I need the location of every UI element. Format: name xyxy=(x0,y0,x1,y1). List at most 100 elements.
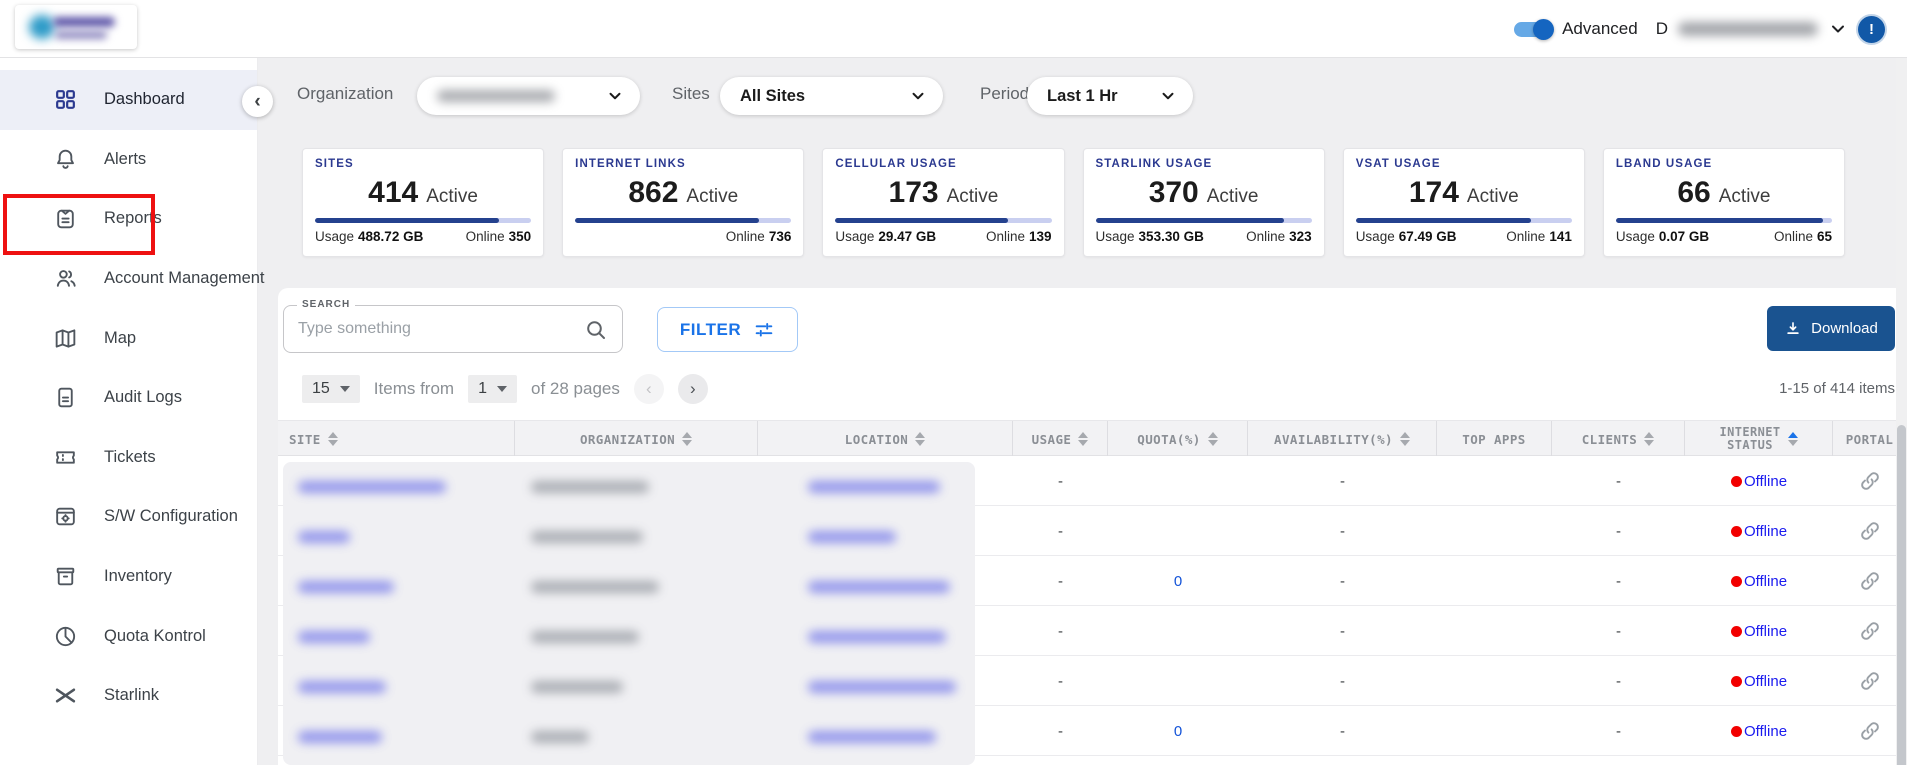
site-link-redacted[interactable] xyxy=(298,631,370,643)
window-gear-icon xyxy=(56,508,75,526)
portal-link[interactable] xyxy=(1833,706,1907,756)
location-link-redacted[interactable] xyxy=(808,531,896,543)
portal-link[interactable] xyxy=(1833,506,1907,556)
cell-status: Offline xyxy=(1685,706,1833,756)
sidebar-item-dashboard[interactable]: Dashboard xyxy=(0,70,257,130)
notification-badge-icon[interactable]: ! xyxy=(1858,15,1885,43)
column-header-status[interactable]: INTERNET STATUS xyxy=(1685,421,1833,457)
column-header-site[interactable]: SITE xyxy=(278,421,515,457)
location-link-redacted[interactable] xyxy=(808,481,940,493)
card-online: Online 139 xyxy=(986,229,1052,244)
sidebar-item-inventory[interactable]: Inventory xyxy=(0,547,257,607)
cell-usage: - xyxy=(1058,672,1063,690)
sidebar-item-label: S/W Configuration xyxy=(104,507,238,526)
search-field-label: SEARCH xyxy=(297,299,356,310)
card-title: VSAT USAGE xyxy=(1355,158,1441,170)
location-link-redacted[interactable] xyxy=(808,681,956,693)
portal-link[interactable] xyxy=(1833,556,1907,606)
company-logo[interactable] xyxy=(15,5,137,49)
next-page-button[interactable]: › xyxy=(677,374,708,404)
column-header-usage[interactable]: USAGE xyxy=(1013,421,1108,457)
card-online-label: Online xyxy=(1773,229,1813,244)
column-header-clients[interactable]: CLIENTS xyxy=(1552,421,1685,457)
status-label[interactable]: Offline xyxy=(1743,672,1788,690)
cell-quota[interactable]: 0 xyxy=(1173,572,1183,590)
location-link-redacted[interactable] xyxy=(808,731,936,743)
organization-text-redacted xyxy=(531,531,643,543)
cell-clients: - xyxy=(1616,572,1621,590)
users-icon xyxy=(56,270,76,287)
column-header-availability[interactable]: AVAILABILITY(%) xyxy=(1248,421,1437,457)
advanced-toggle[interactable] xyxy=(1514,18,1555,40)
cell-portal xyxy=(1833,456,1907,506)
chevron-down-icon[interactable] xyxy=(1828,19,1848,39)
sort-arrows-icon[interactable] xyxy=(1399,432,1410,446)
organization-text-redacted xyxy=(531,631,639,643)
page-select[interactable]: 1 xyxy=(468,375,517,403)
filter-button[interactable]: FILTER xyxy=(657,307,798,352)
sidebar-item-s-w-configuration[interactable]: S/W Configuration xyxy=(0,487,257,547)
portal-link-icon xyxy=(1861,472,1879,490)
status-label[interactable]: Offline xyxy=(1743,572,1788,590)
cell-portal xyxy=(1833,706,1907,756)
scrollbar-thumb[interactable] xyxy=(1897,425,1906,765)
sort-arrows-icon[interactable] xyxy=(327,432,338,446)
portal-link[interactable] xyxy=(1833,656,1907,706)
cell-usage: - xyxy=(1058,522,1063,540)
sites-dropdown[interactable]: All Sites xyxy=(720,77,943,115)
sidebar-item-account-management[interactable]: Account Management xyxy=(0,249,265,309)
page-size-select[interactable]: 15 xyxy=(302,375,360,403)
stat-card-cellular-usage: CELLULAR USAGE 173 Active Usage 29.47 GB Onli… xyxy=(822,148,1065,257)
sidebar-item-label: Tickets xyxy=(104,447,156,466)
sidebar-item-alerts[interactable]: Alerts xyxy=(0,130,257,190)
status-label[interactable]: Offline xyxy=(1743,722,1788,740)
portal-link[interactable] xyxy=(1833,606,1907,656)
portal-link[interactable] xyxy=(1833,456,1907,506)
site-link-redacted[interactable] xyxy=(298,581,394,593)
period-dropdown[interactable]: Last 1 Hr xyxy=(1027,77,1193,115)
previous-page-button[interactable]: ‹ xyxy=(633,374,664,404)
sort-arrows-icon[interactable] xyxy=(915,432,926,446)
card-title: INTERNET LINKS xyxy=(575,158,686,170)
status-label[interactable]: Offline xyxy=(1743,522,1788,540)
sort-arrows-icon[interactable] xyxy=(1078,432,1089,446)
sidebar-collapse-button[interactable]: ‹ xyxy=(242,86,273,117)
location-link-redacted[interactable] xyxy=(808,631,946,643)
stat-card-sites: SITES 414 Active Usage 488.72 GB Online 350 xyxy=(302,148,545,257)
download-icon xyxy=(1787,321,1799,334)
column-header-quota[interactable]: QUOTA(%) xyxy=(1108,421,1248,457)
location-link-redacted[interactable] xyxy=(808,581,950,593)
cell-quota[interactable]: 0 xyxy=(1173,722,1183,740)
organization-dropdown[interactable] xyxy=(417,77,640,115)
sort-arrows-icon[interactable] xyxy=(682,432,693,446)
sort-arrows-icon[interactable] xyxy=(1644,432,1655,446)
sidebar-item-audit-logs[interactable]: Audit Logs xyxy=(0,368,257,428)
column-header-location[interactable]: LOCATION xyxy=(758,421,1013,457)
column-header-organization[interactable]: ORGANIZATION xyxy=(515,421,758,457)
download-button-label: Download xyxy=(1811,320,1878,337)
scrollbar[interactable] xyxy=(1896,58,1907,765)
column-label: QUOTA(%) xyxy=(1137,431,1201,447)
sidebar-item-quota-kontrol[interactable]: Quota Kontrol xyxy=(0,606,257,666)
download-button[interactable]: Download xyxy=(1767,306,1895,351)
site-link-redacted[interactable] xyxy=(298,531,350,543)
status-label[interactable]: Offline xyxy=(1743,472,1788,490)
site-link-redacted[interactable] xyxy=(298,731,382,743)
sort-arrows-icon[interactable] xyxy=(1207,432,1218,446)
sidebar-item-tickets[interactable]: Tickets xyxy=(0,428,257,488)
sidebar-item-map[interactable]: Map xyxy=(0,308,257,368)
card-progress-bar xyxy=(1095,218,1312,223)
sort-arrows-icon[interactable] xyxy=(1787,432,1798,446)
search-icon[interactable] xyxy=(584,318,608,342)
site-link-redacted[interactable] xyxy=(298,681,386,693)
sidebar-item-reports[interactable]: Reports xyxy=(0,189,257,249)
card-usage: Usage 67.49 GB xyxy=(1356,229,1457,244)
cell-usage: - xyxy=(1058,572,1063,590)
sidebar-item-starlink[interactable]: Starlink xyxy=(0,666,257,726)
search-input[interactable] xyxy=(298,314,568,344)
stats-cards-row: SITES 414 Active Usage 488.72 GB Online 350 INT… xyxy=(302,148,1846,257)
status-label[interactable]: Offline xyxy=(1743,622,1788,640)
chevron-down-icon xyxy=(1162,92,1174,100)
site-link-redacted[interactable] xyxy=(298,481,446,493)
